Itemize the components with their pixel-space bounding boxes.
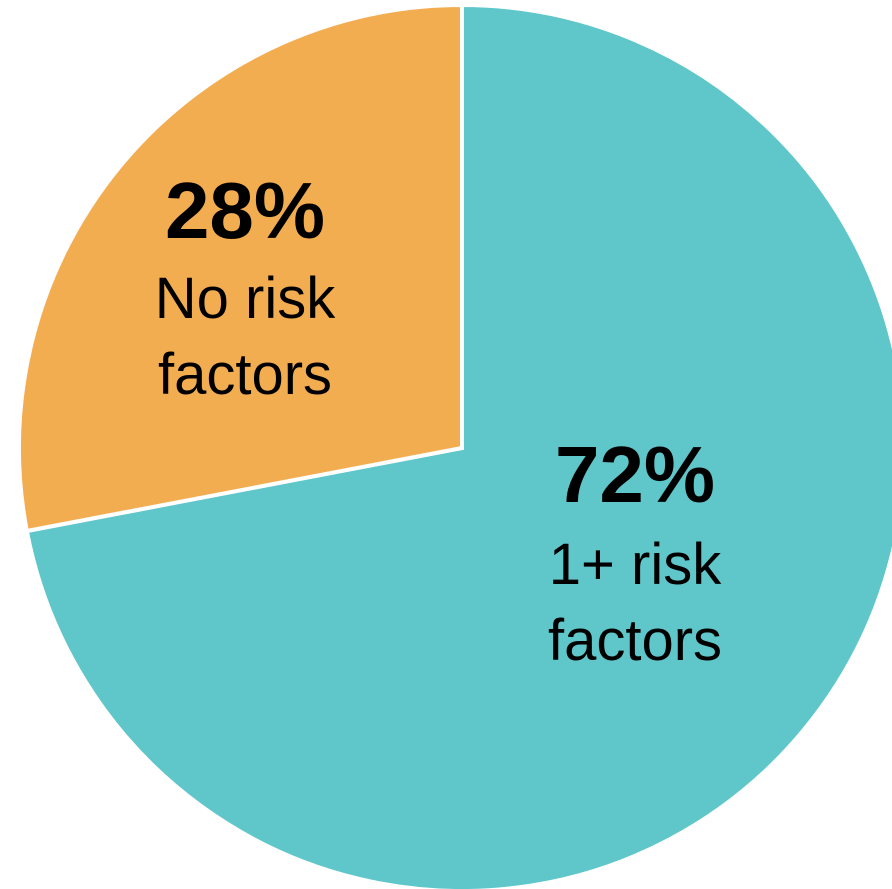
slice-percent-label-1: 28%	[165, 166, 325, 255]
slice-percent-label-0: 72%	[555, 430, 715, 519]
pie-slice-1	[17, 2, 464, 534]
slice-category-label-1-line-1: factors	[158, 342, 332, 407]
pie-slices	[17, 2, 892, 889]
slice-category-label-0-line-0: 1+ risk	[549, 532, 722, 597]
pie-slice-0	[24, 2, 892, 889]
pie-labels: 72% 1+ risk factors 28% No risk factors	[155, 166, 722, 673]
slice-category-label-1-line-0: No risk	[155, 266, 336, 331]
slice-category-label-0-line-1: factors	[548, 608, 722, 673]
